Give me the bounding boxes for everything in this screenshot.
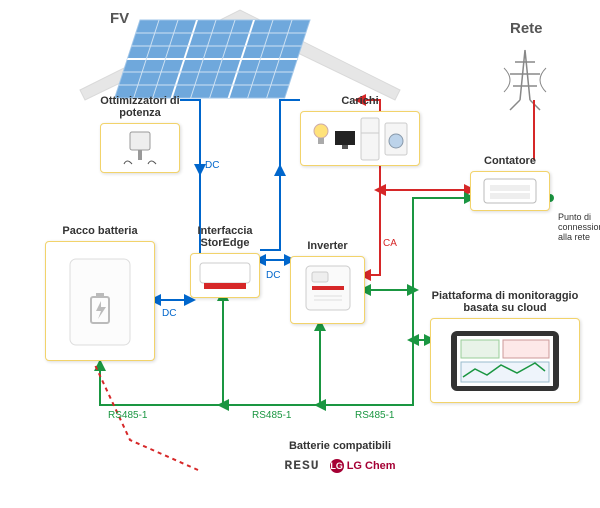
logo-lgchem: LG LG Chem bbox=[330, 459, 396, 473]
title-storedge: Interfaccia StorEdge bbox=[190, 225, 260, 249]
icon-storedge bbox=[198, 259, 252, 293]
label-fv: FV bbox=[110, 10, 129, 27]
title-pacco: Pacco batteria bbox=[45, 225, 155, 237]
link-rs-1: RS485-1 bbox=[108, 410, 147, 421]
title-ottimizzatori: Ottimizzatori di potenza bbox=[100, 95, 180, 119]
title-monitor: Piattaforma di monitoraggio basata su cl… bbox=[430, 290, 580, 314]
icon-monitor bbox=[334, 121, 356, 157]
label-rete: Rete bbox=[510, 20, 543, 37]
label-punto: Punto di connessione alla rete bbox=[558, 212, 600, 242]
footer: Batterie compatibili RESU LG LG Chem bbox=[210, 440, 470, 473]
icon-washer bbox=[384, 119, 408, 159]
title-inverter: Inverter bbox=[290, 240, 365, 252]
icon-meter bbox=[482, 177, 538, 205]
link-ca: CA bbox=[383, 238, 397, 249]
logo-resu: RESU bbox=[284, 458, 319, 473]
link-rs-3: RS485-1 bbox=[355, 410, 394, 421]
box-storedge: Interfaccia StorEdge bbox=[190, 225, 260, 298]
footer-title: Batterie compatibili bbox=[210, 440, 470, 452]
icon-fridge bbox=[360, 117, 380, 161]
icon-bulb bbox=[312, 121, 330, 157]
link-dc-3: DC bbox=[162, 308, 176, 319]
box-contatore: Contatore bbox=[470, 155, 550, 211]
link-dc-2: DC bbox=[266, 270, 280, 281]
icon-optimizer bbox=[116, 128, 164, 168]
box-carichi: Carichi bbox=[300, 95, 420, 166]
box-inverter: Inverter bbox=[290, 240, 365, 324]
link-rs-2: RS485-1 bbox=[252, 410, 291, 421]
title-contatore: Contatore bbox=[470, 155, 550, 167]
icon-inverter bbox=[300, 262, 356, 318]
icon-tablet bbox=[445, 325, 565, 397]
title-carichi: Carichi bbox=[300, 95, 420, 107]
box-pacco: Pacco batteria bbox=[45, 225, 155, 361]
box-monitor: Piattaforma di monitoraggio basata su cl… bbox=[430, 290, 580, 403]
icon-battery bbox=[65, 251, 135, 351]
box-ottimizzatori: Ottimizzatori di potenza bbox=[100, 95, 180, 173]
link-dc-1: DC bbox=[205, 160, 219, 171]
